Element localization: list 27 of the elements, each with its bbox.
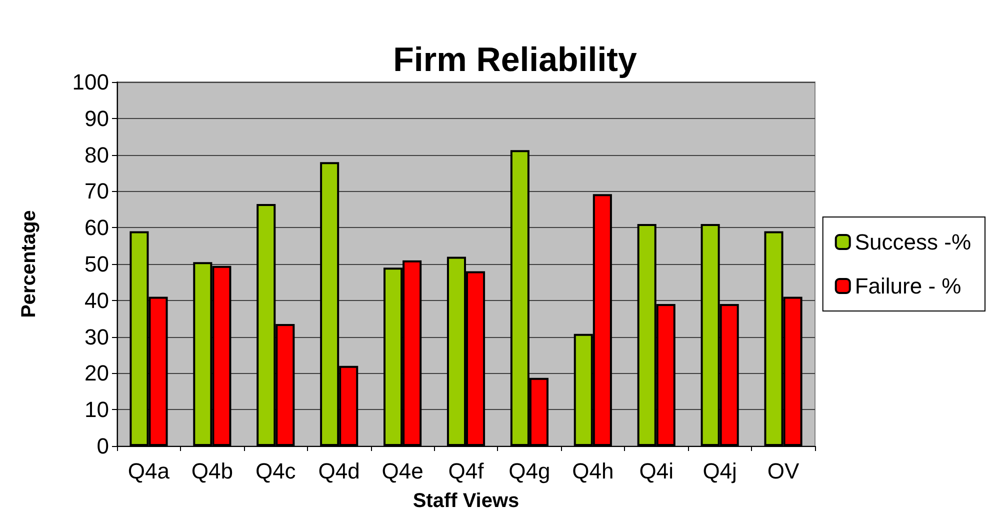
chart-title: Firm Reliability <box>393 41 637 79</box>
y-tick-label: 0 <box>96 434 109 458</box>
y-tick-label: 10 <box>84 397 109 422</box>
y-axis-title: Percentage <box>18 210 40 318</box>
legend-label: Failure - % <box>854 274 962 298</box>
y-tick-label: 70 <box>84 178 109 204</box>
x-tick-label: OV <box>767 458 800 484</box>
y-tick-label: 30 <box>84 324 109 350</box>
x-tick-label: Q4a <box>128 458 170 484</box>
x-tick-label: Q4c <box>255 458 296 484</box>
y-tick-label: 20 <box>84 360 109 386</box>
x-tick-label: Q4f <box>448 458 485 484</box>
y-tick-label: 60 <box>84 215 109 240</box>
y-tick-label: 50 <box>84 252 109 276</box>
y-tick-label: 40 <box>84 288 109 313</box>
x-tick-label: Q4j <box>702 458 737 484</box>
legend-label: Success -% <box>854 230 972 254</box>
y-tick-label: 100 <box>72 70 109 94</box>
x-tick-label: Q4g <box>508 458 550 484</box>
y-tick-label: 90 <box>84 106 109 131</box>
x-tick-label: Q4h <box>572 458 614 484</box>
x-tick-label: Q4d <box>318 458 360 484</box>
x-tick-label: Q4i <box>639 458 674 484</box>
x-tick-label: Q4b <box>191 458 233 484</box>
y-tick-label: 80 <box>84 142 109 168</box>
x-tick-label: Q4e <box>382 458 424 484</box>
x-axis-title: Staff Views <box>412 490 520 512</box>
